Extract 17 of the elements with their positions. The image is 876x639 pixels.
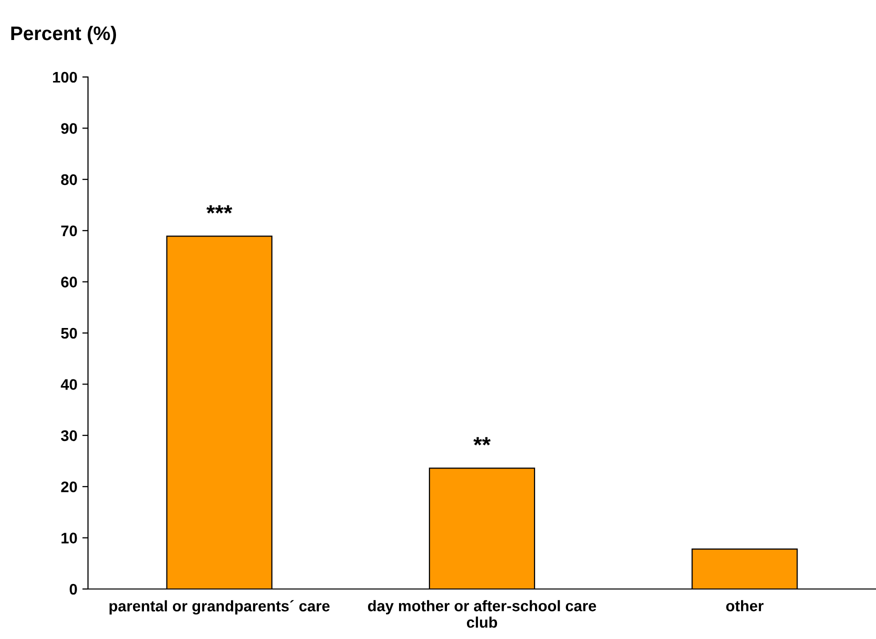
- x-tick-label: day mother or after-school care club: [368, 600, 596, 628]
- y-axis-title: Percent (%): [11, 26, 116, 44]
- y-tick-label: 20: [61, 481, 77, 492]
- y-tick-label: 100: [53, 72, 77, 83]
- y-tick-label: 90: [61, 123, 77, 134]
- y-tick-label: 60: [61, 276, 77, 288]
- x-tick-label: other: [726, 600, 764, 612]
- y-tick-label: 40: [60, 379, 77, 390]
- annotation: ***: [206, 205, 232, 214]
- y-tick-label: 70: [61, 225, 77, 236]
- y-tick-label: 80: [61, 174, 77, 186]
- y-tick-label: 10: [62, 532, 77, 544]
- y-tick-label: 0: [70, 584, 77, 595]
- y-tick-label: 50: [61, 328, 77, 339]
- x-tick-label: parental or grandparents´ care: [110, 600, 330, 615]
- annotation: **: [473, 437, 491, 446]
- y-tick-label: 30: [60, 430, 77, 442]
